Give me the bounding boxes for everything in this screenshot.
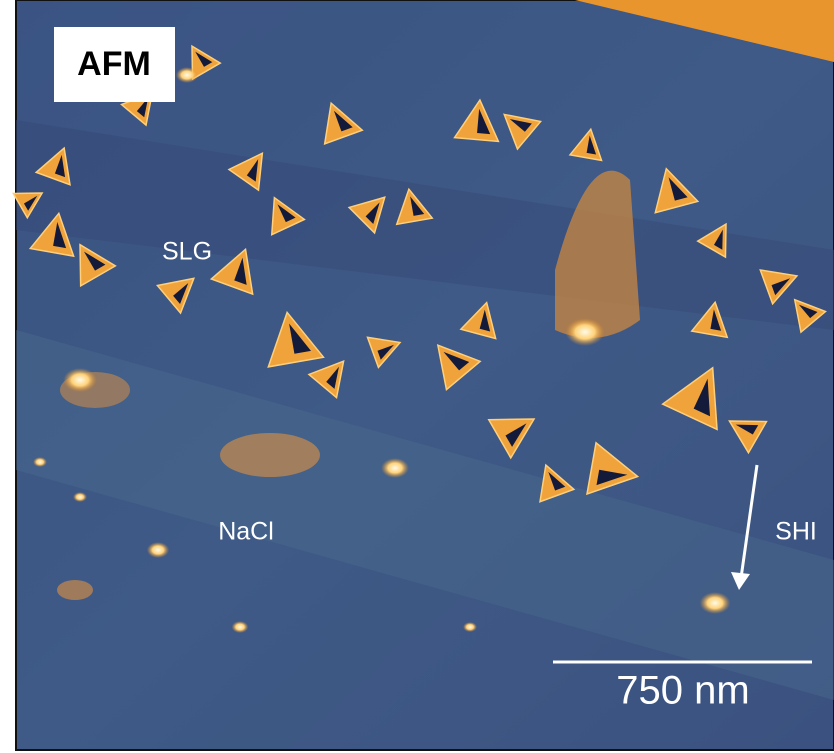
- region-label: SLG: [162, 238, 212, 266]
- afm-figure: AFM SLG NaCl SHI 750 nm: [0, 0, 834, 753]
- scale-bar-label: 750 nm: [616, 669, 749, 713]
- bright-spot: [147, 542, 169, 558]
- bright-spot: [565, 318, 604, 346]
- patch: [57, 580, 93, 600]
- panel-label: AFM: [77, 45, 151, 83]
- bright-spot: [73, 492, 87, 502]
- bright-spot: [463, 622, 477, 632]
- region-label: NaCl: [218, 518, 274, 546]
- bright-spot: [381, 458, 409, 478]
- region-label: SHI: [775, 518, 817, 546]
- page: AFM SLG NaCl SHI 750 nm (() => { const d…: [0, 0, 834, 753]
- bright-spot: [63, 368, 97, 392]
- bright-spot: [176, 67, 198, 83]
- bright-spot: [232, 621, 249, 633]
- bright-spot: [700, 592, 731, 614]
- bright-spot: [33, 457, 47, 467]
- patch: [220, 433, 320, 477]
